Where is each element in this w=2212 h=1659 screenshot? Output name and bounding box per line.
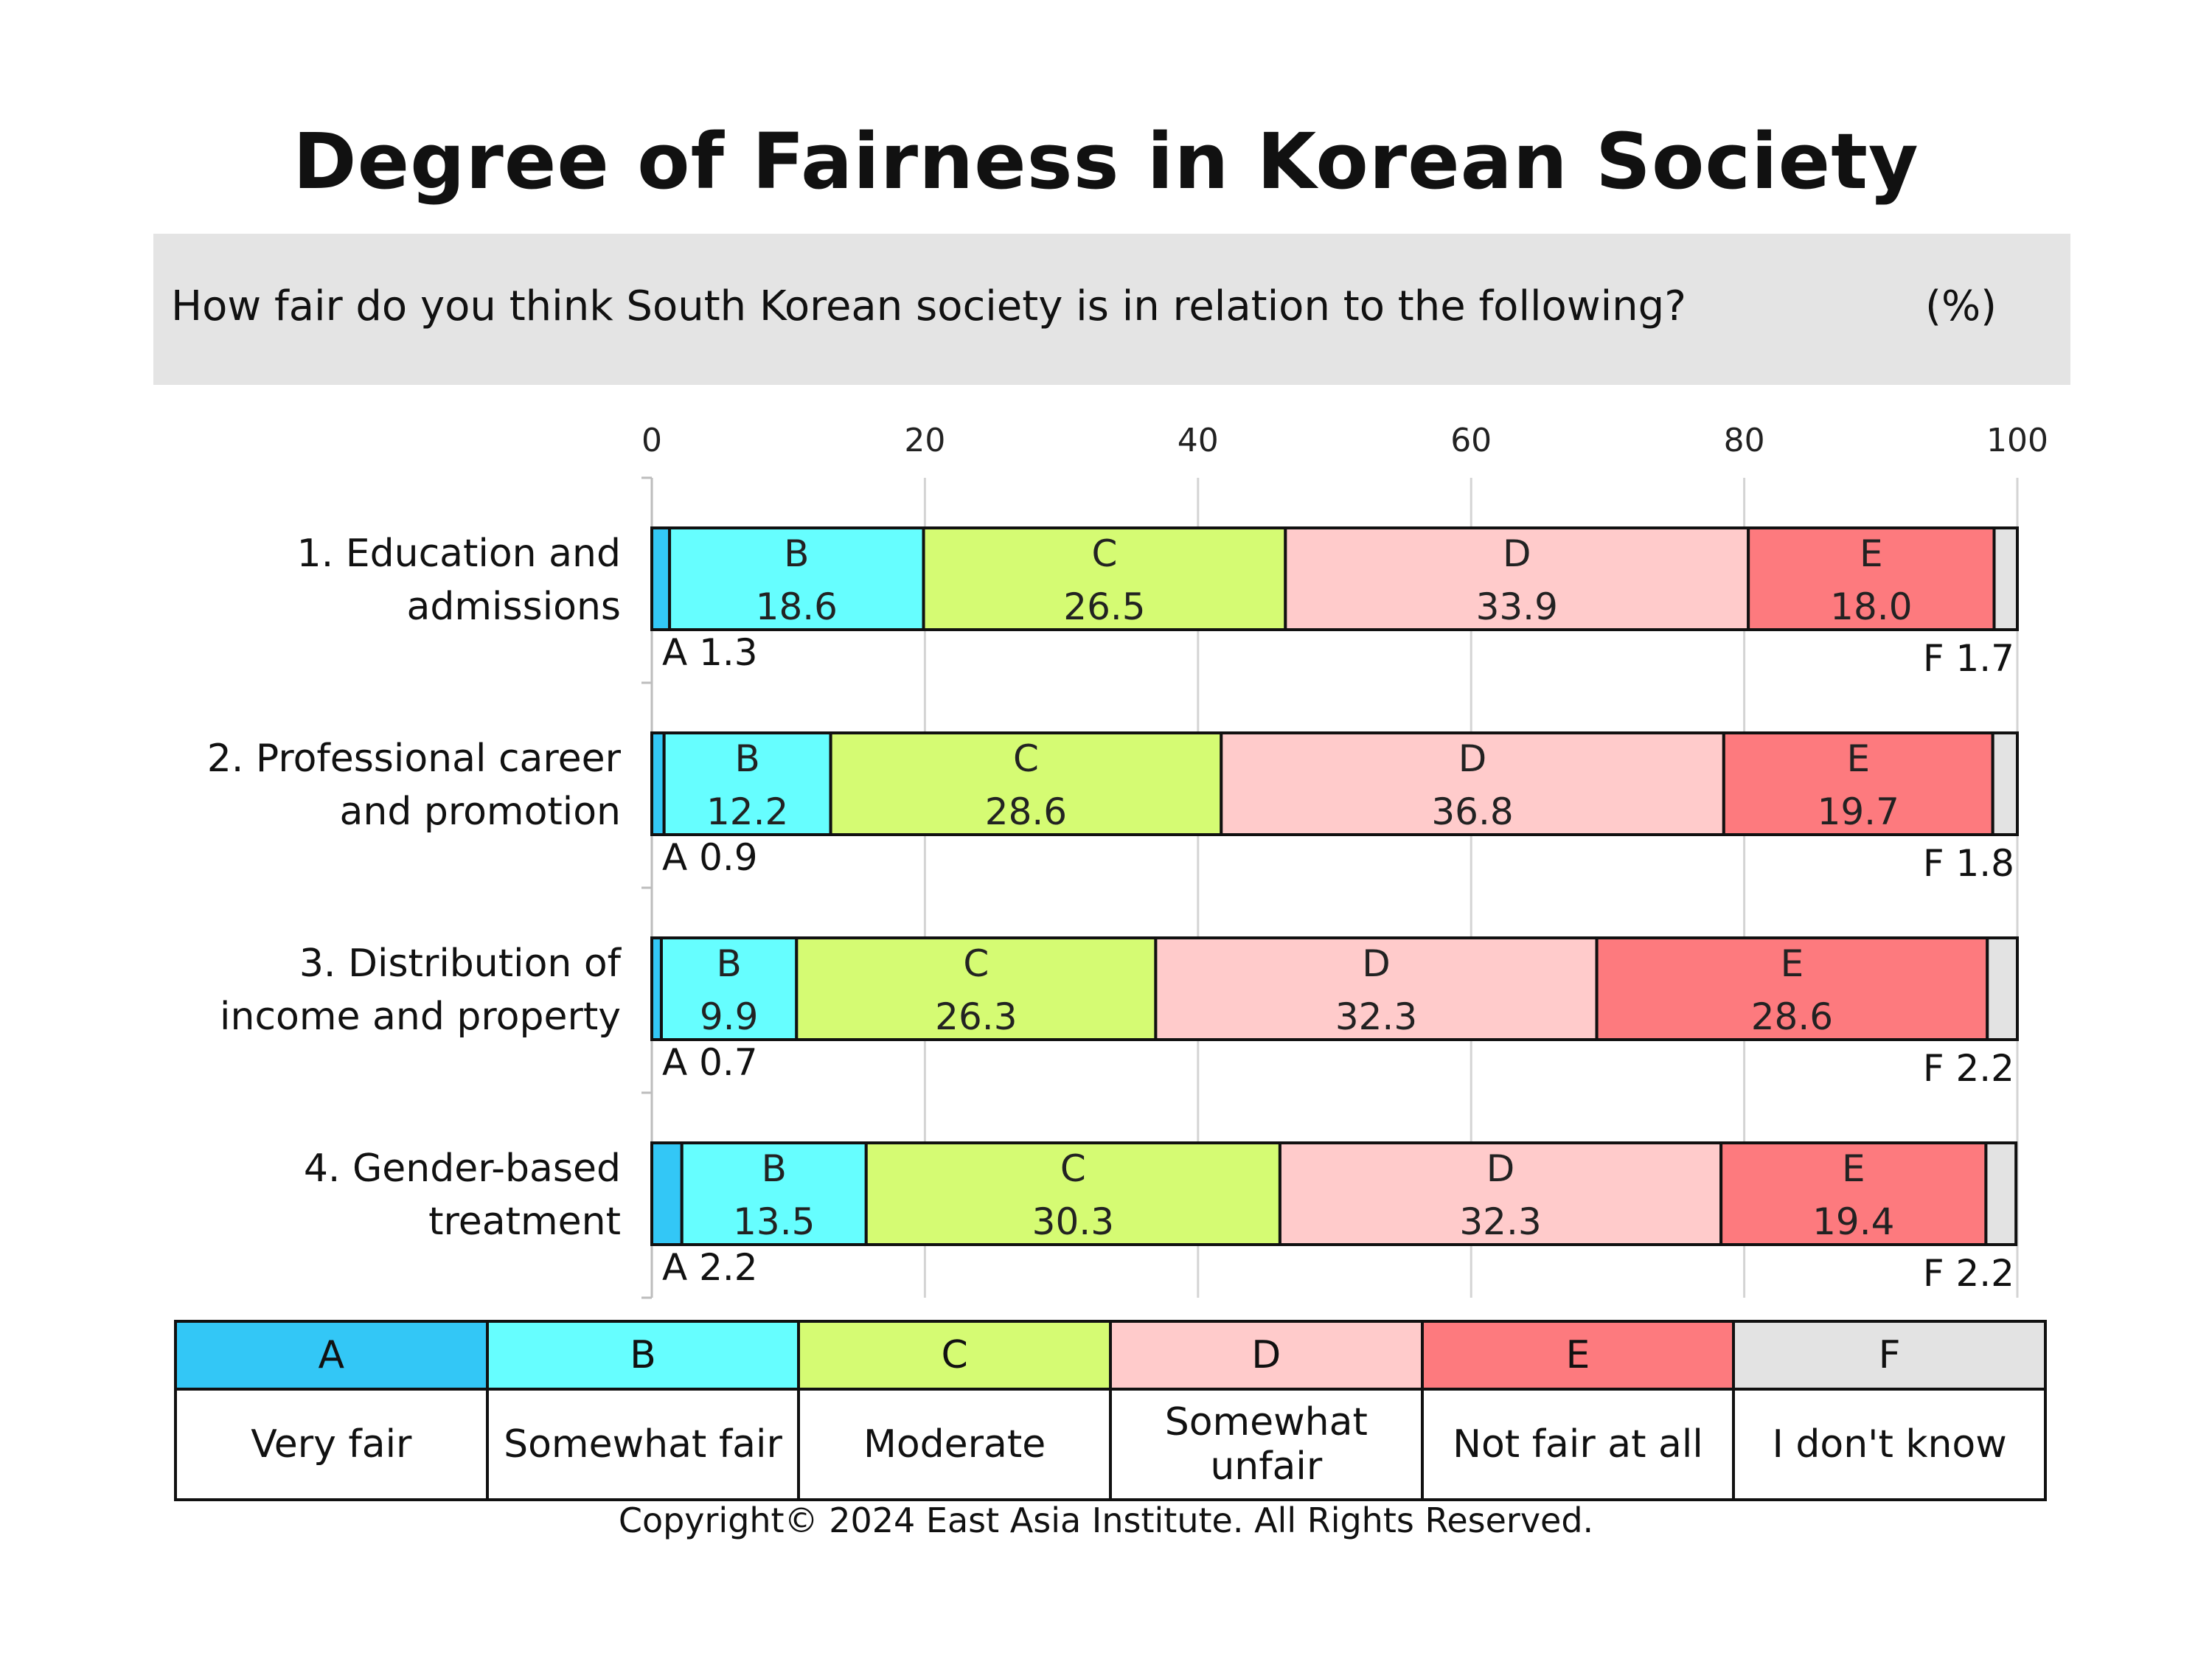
legend-table: A B C D E F Very fair Somewhat fair Mode…: [174, 1320, 2047, 1501]
segment-code-label: B: [734, 737, 759, 780]
bar-segment-e: [1747, 526, 1996, 631]
bar-segment-d: [1284, 526, 1750, 631]
category-label: income and property: [220, 995, 621, 1039]
bar-segment-a: [650, 526, 672, 631]
legend-code-a: A: [174, 1320, 489, 1391]
category-label: 1. Education and: [297, 532, 621, 576]
segment-code-label: C: [1013, 737, 1039, 780]
data-label-a: A 1.3: [662, 631, 758, 674]
data-label-a: A 0.7: [662, 1041, 758, 1084]
segment-code-label: B: [784, 532, 809, 575]
bar-segment-f: [1991, 731, 2020, 836]
x-tick-label: 60: [1450, 422, 1492, 459]
legend-code-f: F: [1732, 1320, 2047, 1391]
bar-segment-c: [922, 526, 1287, 631]
bar-segment-a: [650, 731, 666, 836]
legend-code-d: D: [1108, 1320, 1424, 1391]
segment-code-label: B: [762, 1147, 787, 1190]
question-text: How fair do you think South Korean socie…: [171, 282, 1686, 330]
x-tick-label: 20: [904, 422, 945, 459]
legend-label-c: Moderate: [797, 1388, 1112, 1501]
bar-segment-c: [829, 731, 1223, 836]
x-tick-label: 0: [641, 422, 662, 459]
bar-segment-e: [1722, 731, 1994, 836]
bar-segment-f: [1984, 1141, 2018, 1246]
category-label: admissions: [407, 585, 621, 629]
data-label-c: 26.3: [935, 995, 1017, 1038]
data-label-b: 9.9: [700, 995, 759, 1038]
segment-code-label: E: [1846, 737, 1870, 780]
bar-segment-e: [1595, 936, 1989, 1041]
bar-segment-b: [668, 526, 925, 631]
bar-segment-b: [659, 936, 799, 1041]
legend-label-e: Not fair at all: [1420, 1388, 1736, 1501]
x-tick-label: 100: [1986, 422, 2048, 459]
segment-code-label: D: [1362, 942, 1391, 985]
segment-code-label: C: [1091, 532, 1117, 575]
legend-label-f: I don't know: [1732, 1388, 2047, 1501]
bar-segment-b: [680, 1141, 868, 1246]
data-label-f: F 1.8: [1923, 842, 2014, 885]
legend-code-e: E: [1420, 1320, 1736, 1391]
segment-code-label: D: [1486, 1147, 1515, 1190]
data-label-a: A 2.2: [662, 1246, 758, 1289]
category-label: treatment: [428, 1200, 621, 1244]
category-label: 4. Gender-based: [304, 1147, 621, 1191]
bar-segment-f: [1992, 526, 2020, 631]
data-label-c: 28.6: [985, 790, 1067, 833]
bar-segment-d: [1220, 731, 1725, 836]
legend-label-d: Somewhat unfair: [1108, 1388, 1424, 1501]
bar-segment-f: [1986, 936, 2020, 1041]
bar-segment-c: [795, 936, 1158, 1041]
x-tick-label: 80: [1724, 422, 1765, 459]
segment-code-label: C: [1060, 1147, 1086, 1190]
data-label-e: 18.0: [1830, 585, 1912, 628]
segment-code-label: B: [716, 942, 741, 985]
data-label-e: 19.4: [1812, 1200, 1894, 1243]
segment-code-label: E: [1781, 942, 1804, 985]
legend-code-c: C: [797, 1320, 1112, 1391]
category-label: 2. Professional career: [207, 737, 622, 781]
bar-segment-d: [1154, 936, 1599, 1041]
data-label-b: 13.5: [733, 1200, 815, 1243]
segment-code-label: E: [1842, 1147, 1865, 1190]
data-label-e: 19.7: [1818, 790, 1899, 833]
bar-segment-c: [864, 1141, 1281, 1246]
data-label-e: 28.6: [1751, 995, 1833, 1038]
data-label-d: 33.9: [1476, 585, 1558, 628]
legend-label-b: Somewhat fair: [485, 1388, 801, 1501]
question-banner: How fair do you think South Korean socie…: [153, 234, 2070, 385]
segment-code-label: E: [1860, 532, 1883, 575]
data-label-d: 32.3: [1459, 1200, 1541, 1243]
legend-code-b: B: [485, 1320, 801, 1391]
bar-segment-a: [650, 1141, 684, 1246]
copyright-notice: Copyright© 2024 East Asia Institute. All…: [618, 1500, 1594, 1540]
x-tick-label: 40: [1178, 422, 1219, 459]
data-label-f: F 2.2: [1923, 1047, 2014, 1090]
legend-label-a: Very fair: [174, 1388, 489, 1501]
data-label-f: F 1.7: [1923, 637, 2014, 680]
segment-code-label: D: [1503, 532, 1531, 575]
category-label: 3. Distribution of: [299, 942, 622, 986]
data-label-c: 30.3: [1032, 1200, 1114, 1243]
bar-segment-d: [1278, 1141, 1723, 1246]
chart-title: Degree of Fairness in Korean Society: [293, 116, 1919, 206]
segment-code-label: C: [963, 942, 989, 985]
category-label: and promotion: [340, 790, 622, 834]
data-label-d: 36.8: [1431, 790, 1513, 833]
unit-label: (%): [1925, 282, 1997, 330]
data-label-c: 26.5: [1063, 585, 1145, 628]
data-label-b: 12.2: [706, 790, 788, 833]
data-label-a: A 0.9: [662, 836, 758, 879]
data-label-b: 18.6: [756, 585, 838, 628]
segment-code-label: D: [1458, 737, 1487, 780]
data-label-d: 32.3: [1335, 995, 1417, 1038]
data-label-f: F 2.2: [1923, 1252, 2014, 1295]
stacked-bar-chart: 0 20 40 60 80 100 1. Education and admissions A …: [207, 422, 2048, 1299]
